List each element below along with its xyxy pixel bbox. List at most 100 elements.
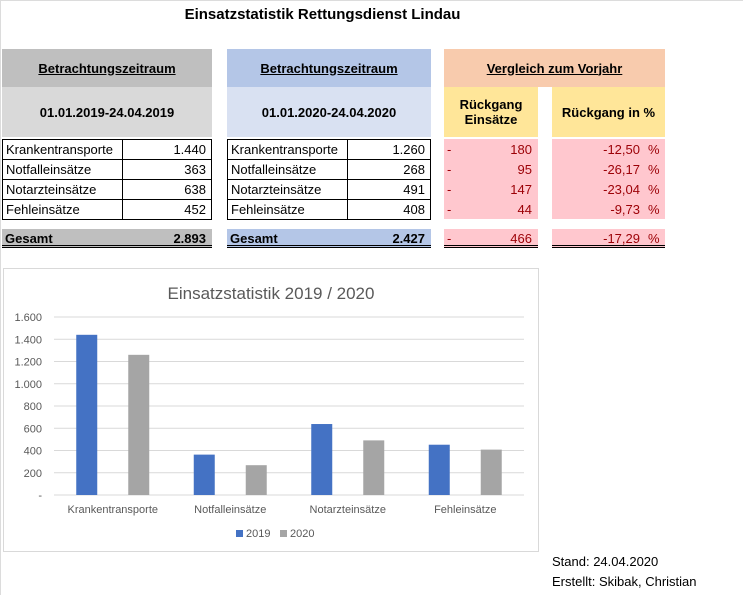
y-tick-label: -	[38, 490, 42, 502]
date-2020-label: 01.01.2020-24.04.2020	[261, 104, 397, 120]
y-tick-label: 1.600	[14, 312, 42, 324]
row-value-2020: 268	[403, 161, 425, 177]
row-pct-cell	[552, 139, 665, 159]
bar-chart: Einsatzstatistik 2019 / 2020 - 200 400 600 80…	[14, 284, 524, 540]
row-minus: -	[447, 141, 452, 157]
y-tick-label: 600	[24, 423, 42, 435]
y-tick-label: 1.200	[14, 357, 42, 369]
row-2020-divider	[347, 179, 348, 199]
total-value-2020: 2.427	[392, 231, 425, 246]
row-diff: 44	[517, 201, 532, 217]
y-tick-label: 1.000	[14, 379, 42, 391]
legend-label-2020: 2020	[290, 528, 314, 540]
header-period-2020: Betrachtungszeitraum	[227, 49, 431, 87]
row-2019-divider	[122, 139, 123, 159]
row-value-2019: 1.440	[173, 141, 206, 157]
bar-2020-Fehleinsätze	[480, 449, 502, 495]
y-tick-label: 200	[24, 468, 42, 480]
header-decline: Rückgang Einsätze	[444, 87, 538, 137]
row-minus: -	[447, 181, 452, 197]
row-label-2019: Notarzteinsätze	[6, 181, 97, 197]
row-value-2019: 452	[184, 201, 206, 217]
row-label-2019: Notfalleinsätze	[6, 161, 92, 177]
row-pct-cell	[552, 199, 665, 219]
bar-2019-Notfalleinsätze	[193, 454, 215, 495]
bar-2019-Notarzteinsätze	[311, 424, 333, 495]
row-diff-cell	[444, 199, 538, 219]
bar-2019-Krankentransporte	[76, 334, 98, 495]
row-value-2019: 363	[184, 161, 206, 177]
total-row-2019	[2, 229, 212, 248]
footer-erstellt: Erstellt: Skibak, Christian	[552, 573, 697, 589]
bar-2020-Notarzteinsätze	[363, 440, 385, 495]
header-date-2020: 01.01.2020-24.04.2020	[227, 87, 431, 137]
total-pct-cell	[552, 229, 665, 248]
row-pct-sign: %	[648, 161, 660, 177]
row-2020-divider	[347, 199, 348, 219]
total-pct-sign: %	[648, 231, 660, 246]
header-compare-label: Vergleich zum Vorjahr	[486, 60, 623, 76]
row-2019-divider	[122, 199, 123, 219]
row-diff-cell	[444, 139, 538, 159]
y-tick-label: 1.400	[14, 334, 42, 346]
row-minus: -	[447, 161, 452, 177]
row-pct-sign: %	[648, 141, 660, 157]
row-diff: 180	[510, 141, 532, 157]
row-diff-cell	[444, 179, 538, 199]
bar-2020-Krankentransporte	[128, 354, 150, 495]
row-diff: 147	[510, 181, 532, 197]
row-2020-divider	[347, 139, 348, 159]
x-tick-label: Fehleinsätze	[434, 504, 496, 516]
row-2019-divider	[122, 159, 123, 179]
row-pct-sign: %	[648, 181, 660, 197]
header-period-2020-label: Betrachtungszeitraum	[260, 60, 398, 76]
decline-label-2: Einsätze	[464, 112, 518, 127]
row-diff: 95	[517, 161, 532, 177]
total-pct: -17,29	[603, 231, 640, 246]
total-diff: 466	[510, 231, 532, 246]
row-diff-cell	[444, 159, 538, 179]
row-value-2020: 1.260	[392, 141, 425, 157]
bar-2020-Notfalleinsätze	[245, 465, 267, 495]
row-pct-cell	[552, 179, 665, 199]
y-tick-label: 400	[24, 446, 42, 458]
row-label-2020: Krankentransporte	[231, 141, 338, 157]
total-value-2019: 2.893	[173, 231, 206, 246]
header-date-2019: 01.01.2019-24.04.2019	[2, 87, 212, 137]
legend-label-2019: 2019	[246, 528, 270, 540]
row-value-2020: 408	[403, 201, 425, 217]
row-label-2019: Fehleinsätze	[6, 201, 80, 217]
row-pct-cell	[552, 159, 665, 179]
date-2019-label: 01.01.2019-24.04.2019	[39, 104, 175, 120]
x-tick-label: Notarzteinsätze	[310, 504, 386, 516]
total-label-2020: Gesamt	[230, 231, 278, 246]
row-pct-sign: %	[648, 201, 660, 217]
total-row-2020	[227, 229, 431, 248]
total-minus: -	[447, 231, 452, 246]
row-2019-divider	[122, 179, 123, 199]
total-diff-cell	[444, 229, 538, 248]
total-label-2019: Gesamt	[5, 231, 53, 246]
row-pct: -12,50	[603, 141, 640, 157]
y-tick-label: 800	[24, 401, 42, 413]
row-label-2019: Krankentransporte	[6, 141, 113, 157]
row-2020-box	[227, 199, 431, 220]
row-pct: -9,73	[610, 201, 640, 217]
chart-container[interactable]: Einsatzstatistik 2019 / 2020 - 200 400 600 80…	[3, 268, 539, 552]
row-value-2019: 638	[184, 181, 206, 197]
row-label-2020: Fehleinsätze	[231, 201, 305, 217]
header-decline-pct: Rückgang in %	[552, 87, 665, 137]
decline-label-1: Rückgang	[459, 97, 523, 112]
x-tick-label: Notfalleinsätze	[194, 504, 266, 516]
row-pct: -23,04	[603, 181, 640, 197]
header-period-2019-label: Betrachtungszeitraum	[38, 60, 176, 76]
legend-swatch-2020	[280, 530, 287, 537]
row-2020-divider	[347, 159, 348, 179]
chart-title: Einsatzstatistik 2019 / 2020	[168, 284, 375, 303]
header-compare: Vergleich zum Vorjahr	[444, 49, 665, 87]
row-label-2020: Notarzteinsätze	[231, 181, 322, 197]
row-pct: -26,17	[603, 161, 640, 177]
footer-stand: Stand: 24.04.2020	[552, 553, 659, 569]
row-minus: -	[447, 201, 452, 217]
decline-pct-label: Rückgang in %	[561, 104, 656, 120]
